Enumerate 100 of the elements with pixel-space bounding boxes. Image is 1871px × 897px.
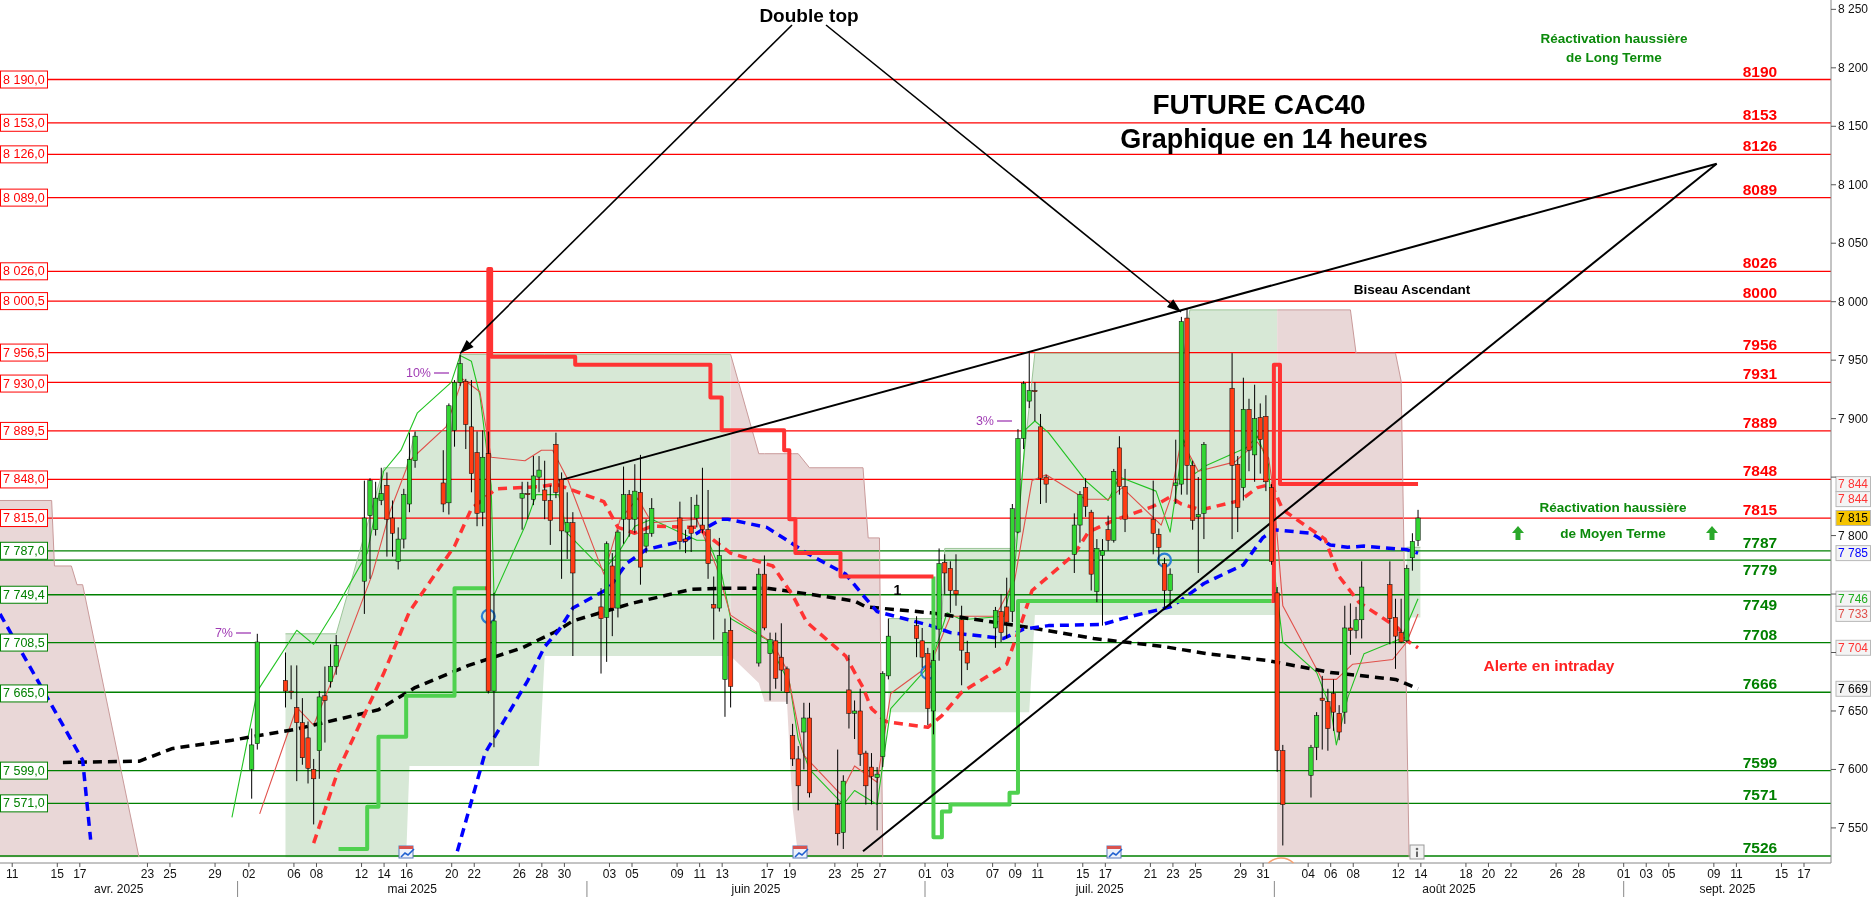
x-tick-label: 21 — [1143, 867, 1158, 881]
x-tick-label: 28 — [1571, 867, 1586, 881]
y-tick-label: 7 600 — [1838, 762, 1869, 777]
x-tick-label: 25 — [1188, 867, 1203, 881]
ref-line-label: 7708 — [1742, 625, 1778, 643]
x-tick-label: 18 — [1459, 867, 1473, 881]
y-tick-label: 8 200 — [1838, 60, 1869, 75]
x-tick-label: 23 — [828, 867, 842, 881]
x-tick-label: 17 — [1098, 867, 1113, 881]
x-tick-label: 30 — [557, 867, 572, 881]
x-tick-label: 09 — [1707, 867, 1721, 881]
x-tick-label: 16 — [399, 867, 414, 881]
x-tick-label: 13 — [715, 867, 730, 881]
ref-line-label: 8126 — [1742, 136, 1778, 154]
ref-line-label: 8026 — [1742, 253, 1778, 271]
ref-line-label: 7749 — [1742, 595, 1778, 613]
annotation: Réactivation haussière de Long Terme — [1540, 30, 1689, 65]
x-tick-label: 20 — [1481, 867, 1496, 881]
x2-tick-label: avr. 2025 — [94, 882, 144, 896]
ref-line-label: 8000 — [1742, 283, 1778, 301]
x-tick-label: 17 — [1797, 867, 1811, 881]
x-tick-label: 15 — [1774, 867, 1789, 881]
x-tick-label: 17 — [73, 867, 87, 881]
y-tick-label: 7 900 — [1838, 411, 1869, 426]
x-tick-label: 23 — [140, 867, 155, 881]
annotation: Double top — [759, 4, 859, 26]
y-tick-label: 8 100 — [1838, 177, 1869, 192]
x2-tick-label: août 2025 — [1422, 882, 1477, 896]
x-tick-label: 22 — [1504, 867, 1518, 881]
ref-line-label: 7848 — [1742, 461, 1778, 479]
x-tick-label: 05 — [625, 867, 639, 881]
y-tick-label: 7 950 — [1838, 353, 1869, 368]
x-tick-label: 29 — [1233, 867, 1248, 881]
x-tick-label: 29 — [208, 867, 223, 881]
x2-tick-label: juil. 2025 — [1074, 882, 1125, 896]
y-tick-label: 8 250 — [1838, 2, 1869, 17]
x-tick-label: 19 — [783, 867, 797, 881]
ref-line-label: 7956 — [1742, 335, 1778, 353]
x-tick-label: 04 — [1301, 867, 1316, 881]
ref-line-label: 7599 — [1742, 753, 1778, 771]
text: FUTURE CAC40 — [1152, 88, 1366, 120]
y-tick-label: 7 650 — [1838, 703, 1869, 718]
x-tick-label: 15 — [50, 867, 65, 881]
x-tick-label: 03 — [940, 867, 955, 881]
x-tick-label: 28 — [535, 867, 549, 881]
annotation: Alerte en intraday — [1483, 656, 1615, 674]
ref-line-label: 7931 — [1742, 364, 1778, 382]
ref-line-label: 8089 — [1742, 180, 1778, 198]
ref-line-label: 7889 — [1742, 413, 1778, 431]
x-tick-label: 31 — [1256, 867, 1271, 881]
x-tick-label: 07 — [985, 867, 1000, 881]
y-tick-label: 8 150 — [1838, 119, 1869, 134]
x-tick-label: 25 — [163, 867, 177, 881]
ref-line-label: 7779 — [1742, 560, 1778, 578]
x-tick-label: 08 — [1346, 867, 1361, 881]
x-tick-label: 09 — [670, 867, 685, 881]
x-tick-label: 08 — [309, 867, 324, 881]
annotation: Réactivation haussière de Moyen Terme — [1539, 499, 1688, 541]
x-tick-label: 23 — [1166, 867, 1180, 881]
x-tick-label: 26 — [1549, 867, 1564, 881]
y-tick-label: 8 050 — [1838, 236, 1869, 251]
x-tick-label: 06 — [1324, 867, 1338, 881]
x-tick-label: 11 — [1730, 867, 1743, 881]
x-tick-label: 11 — [693, 867, 707, 881]
x-tick-label: 25 — [850, 867, 865, 881]
ref-line-label: 7787 — [1742, 533, 1778, 551]
x-tick-label: 14 — [1414, 867, 1428, 881]
x-tick-label: 11 — [1031, 867, 1045, 881]
y-tick-label: 7 800 — [1838, 528, 1869, 543]
x-tick-label: 17 — [760, 867, 775, 881]
x-tick-label: 01 — [1617, 867, 1631, 881]
ref-line-label: 7571 — [1742, 785, 1778, 803]
y-tick-label: 7 550 — [1838, 820, 1869, 835]
x-tick-label: 03 — [602, 867, 617, 881]
x-tick-label: 05 — [1662, 867, 1676, 881]
x2-tick-label: mai 2025 — [387, 882, 438, 896]
x-tick-label: 12 — [1391, 867, 1406, 881]
x-tick-label: 20 — [445, 867, 459, 881]
ref-line-label: 7526 — [1742, 838, 1778, 856]
x-tick-label: 01 — [918, 867, 932, 881]
x-tick-label: 02 — [242, 867, 256, 881]
x2-tick-label: juin 2025 — [730, 882, 781, 896]
x2-tick-label: sept. 2025 — [1699, 882, 1756, 896]
x-tick-label: 12 — [354, 867, 369, 881]
ref-line-label: 7666 — [1742, 674, 1778, 692]
text: Graphique en 14 heures — [1120, 124, 1428, 154]
ref-line-label: 8190 — [1742, 62, 1778, 80]
annotation: 3% — [975, 414, 994, 428]
x-tick-label: 26 — [512, 867, 527, 881]
x-tick-label: 03 — [1639, 867, 1654, 881]
x-tick-label: 11 — [5, 867, 19, 881]
annotation: 7% — [214, 626, 233, 640]
x-tick-label: 09 — [1008, 867, 1023, 881]
x-tick-label: 15 — [1076, 867, 1090, 881]
x-tick-label: 14 — [377, 867, 392, 881]
annotation: Biseau Ascendant — [1353, 281, 1471, 297]
y-tick-label: 8 000 — [1838, 294, 1869, 309]
ref-line-label: 8153 — [1742, 105, 1778, 123]
annotation: 10% — [405, 366, 431, 380]
x-tick-label: 06 — [287, 867, 301, 881]
